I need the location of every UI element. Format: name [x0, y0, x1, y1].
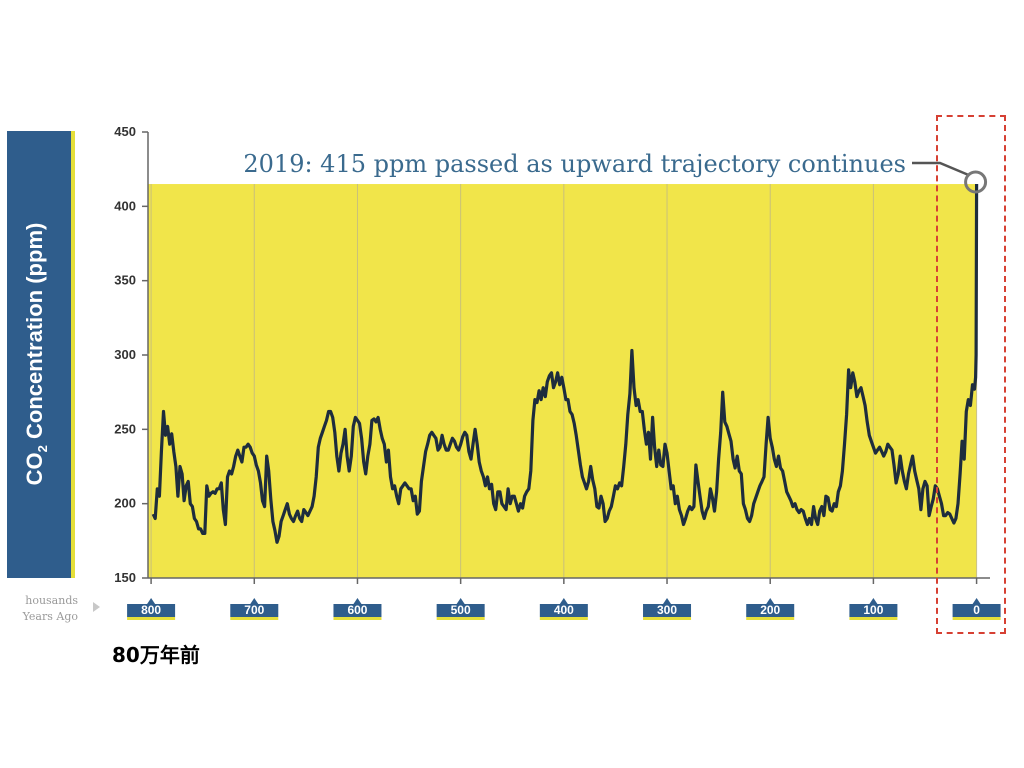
x-tick-label: 600: [347, 603, 367, 617]
x-tick-label: 700: [244, 603, 264, 617]
annotation-marker-circle: [964, 170, 988, 194]
x-tick-badge: [127, 598, 176, 617]
y-tick-label: 400: [114, 198, 136, 213]
x-axis-label-line: Years Ago: [22, 610, 78, 623]
x-axis-arrow-icon: [93, 602, 100, 612]
y-tick-label: 300: [114, 347, 136, 362]
x-tick-badge: [333, 598, 382, 617]
x-tick-label: 0: [973, 603, 980, 617]
recent-highlight-box: [936, 115, 1006, 634]
co2-series-line: [151, 183, 979, 544]
y-tick-label: 450: [114, 124, 136, 139]
x-tick-badge: [230, 598, 279, 617]
x-tick-label: 800: [141, 603, 161, 617]
x-tick-badge-underline: [539, 617, 588, 620]
x-tick-badge-underline: [127, 617, 176, 620]
x-tick-badge: [849, 598, 898, 617]
x-tick-label: 200: [760, 603, 780, 617]
x-axis-label: housands Years Ago: [0, 593, 78, 625]
x-tick-label: 400: [554, 603, 574, 617]
y-axis-label-panel: [7, 131, 75, 578]
x-tick-badge-underline: [952, 617, 1001, 620]
y-ticks: 150 200 250 300 350 400 450: [114, 124, 148, 585]
x-tick-badge-underline: [230, 617, 279, 620]
x-tick-badge-underline: [849, 617, 898, 620]
x-tick-label: 300: [657, 603, 677, 617]
y-tick-label: 350: [114, 273, 136, 288]
y-tick-label: 150: [114, 570, 136, 585]
annotation-leader-line: [912, 161, 970, 177]
caption-text: 80万年前: [112, 643, 200, 667]
x-tick-badge: [952, 598, 1001, 617]
x-tick-badge: [539, 598, 588, 617]
x-tick-badge: [746, 598, 795, 617]
y-tick-label: 200: [114, 496, 136, 511]
x-tick-badge-underline: [333, 617, 382, 620]
annotation-text: 2019: 415 ppm passed as upward trajector…: [243, 150, 906, 178]
x-axis-label-line: housands: [25, 594, 78, 607]
x-tick-badge: [643, 598, 692, 617]
x-tick-label: 100: [863, 603, 883, 617]
x-tick-badge-underline: [436, 617, 485, 620]
x-ticks: 800 700 600 500 400 300 200 100 0: [127, 578, 1001, 620]
x-tick-badge-underline: [643, 617, 692, 620]
x-tick-badge-underline: [746, 617, 795, 620]
y-tick-label: 250: [114, 421, 136, 436]
x-tick-badge: [436, 598, 485, 617]
x-tick-label: 500: [451, 603, 471, 617]
grid-lines: [150, 184, 978, 578]
